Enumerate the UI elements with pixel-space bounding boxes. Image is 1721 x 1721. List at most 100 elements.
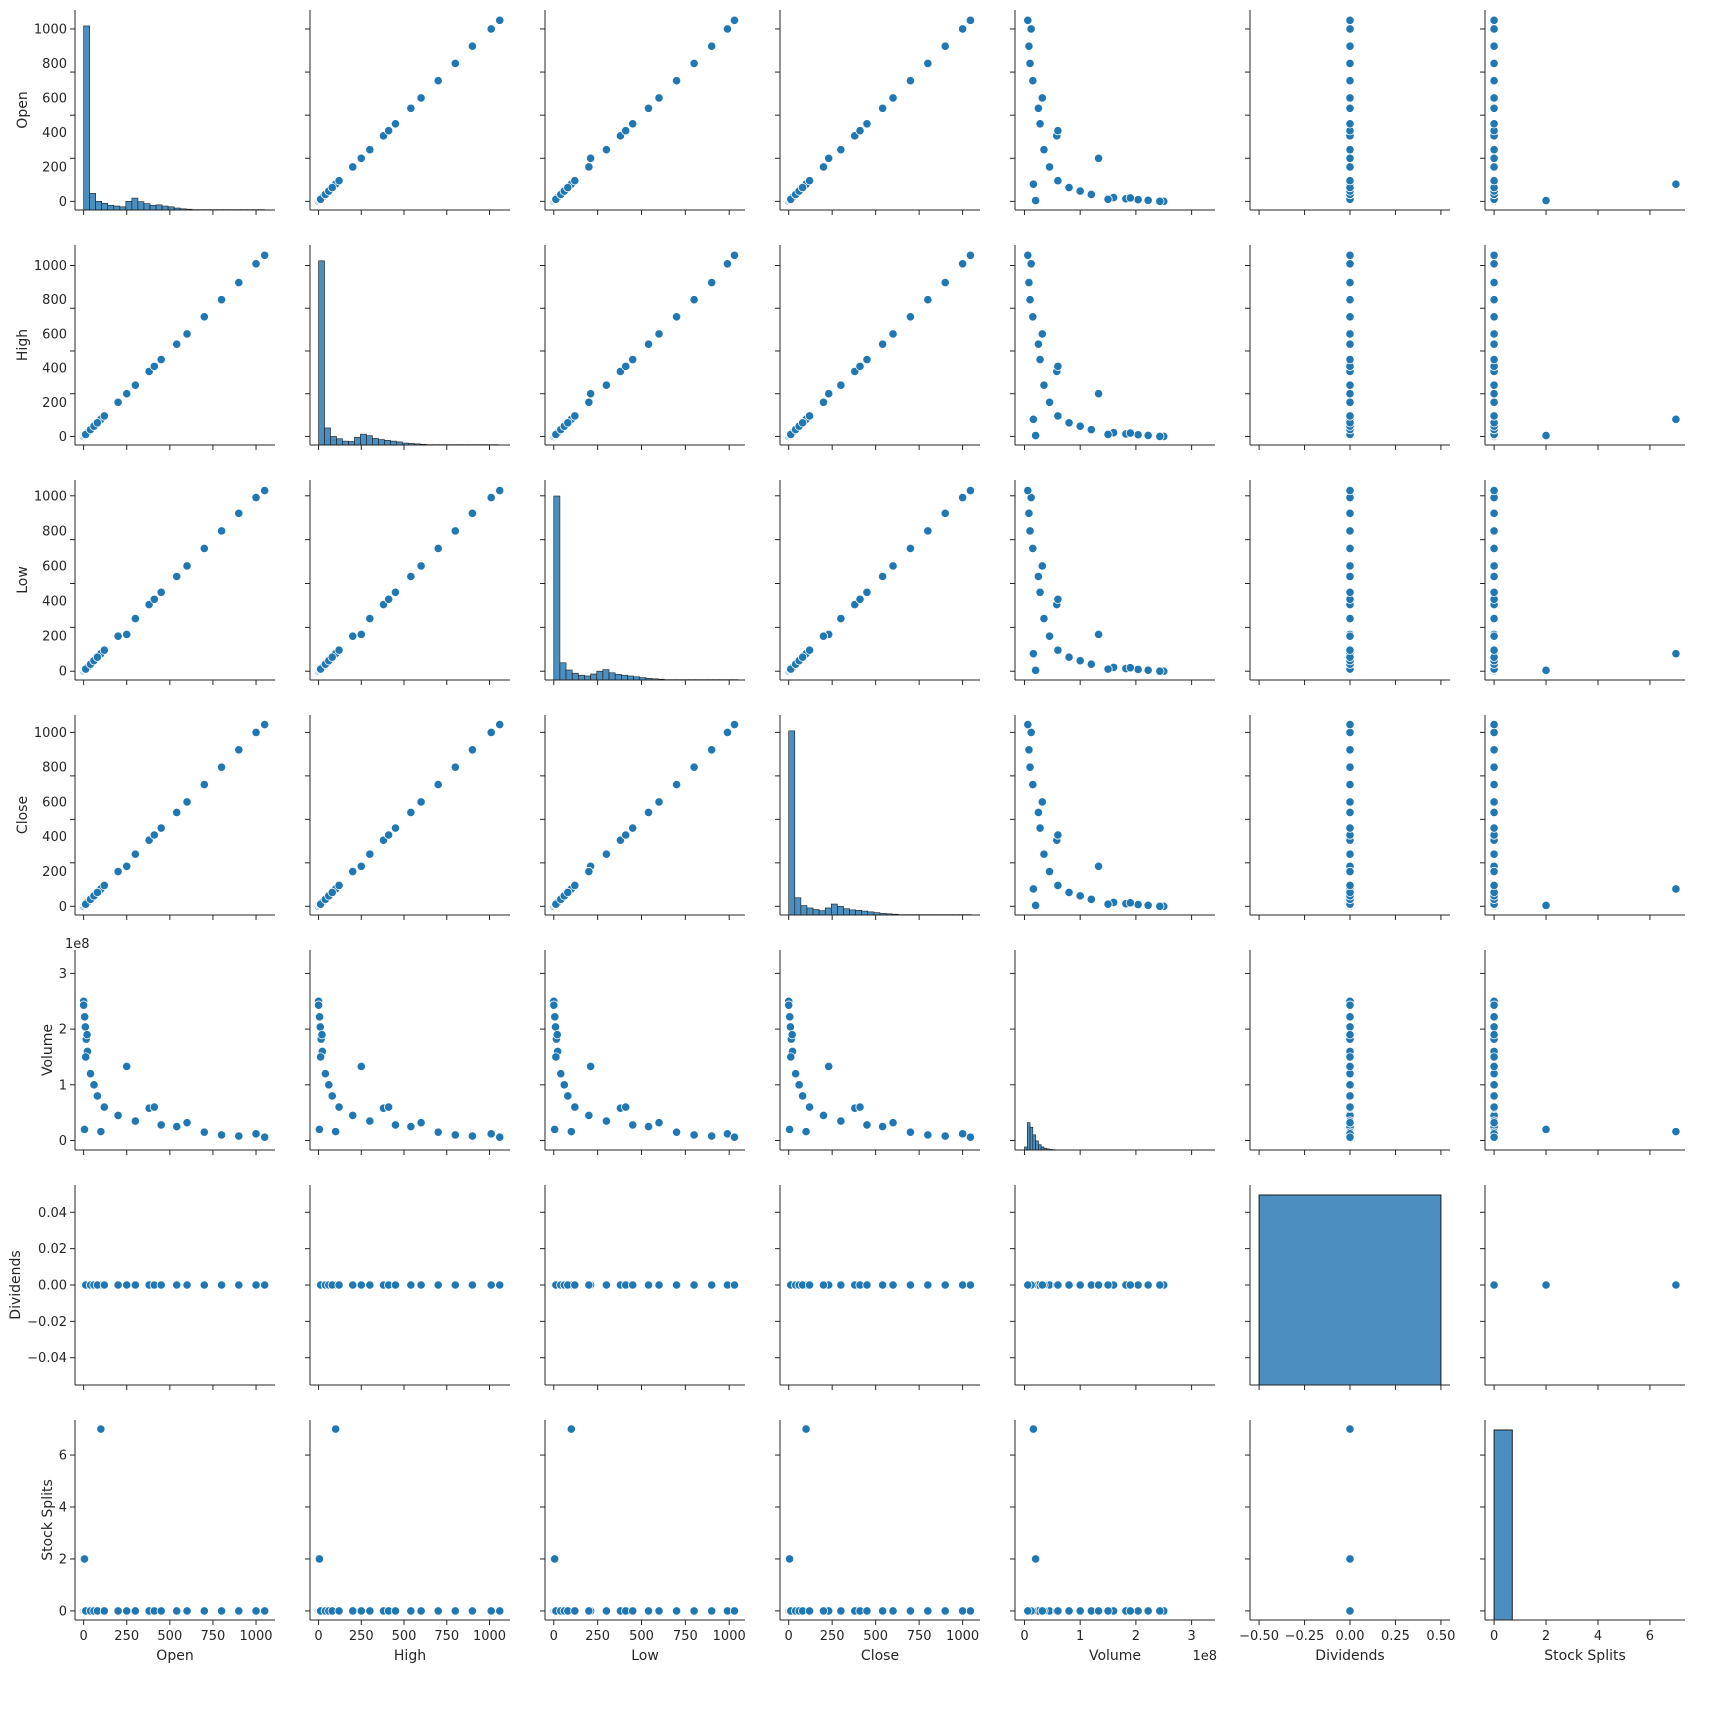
scatter-point <box>251 1606 261 1616</box>
scatter-point <box>836 613 846 624</box>
histogram-bar <box>837 906 844 916</box>
scatter-point <box>1489 762 1499 772</box>
scatter-point <box>348 1110 358 1121</box>
histogram-bar <box>621 674 628 681</box>
scatter-point <box>824 1061 834 1072</box>
histogram-bar <box>849 909 856 916</box>
scatter-point <box>824 389 834 399</box>
scatter-points <box>1023 15 1169 206</box>
scatter-point <box>1037 561 1047 571</box>
scatter-point <box>1489 1091 1499 1101</box>
histogram-bar <box>861 910 869 916</box>
y-axis-label: Close <box>15 796 31 834</box>
histogram-bar <box>83 25 90 211</box>
scatter-point <box>584 1280 594 1290</box>
scatter-point <box>729 250 740 260</box>
x-axis-label: Low <box>631 1648 659 1664</box>
scatter-point <box>406 1122 416 1132</box>
scatter-point <box>862 119 872 129</box>
scatter-point <box>1037 93 1047 103</box>
scatter-point <box>334 176 344 186</box>
x-tick-label: 250 <box>585 1629 610 1644</box>
scatter-point <box>334 1606 344 1616</box>
scatter-point <box>958 1280 968 1290</box>
scatter-point <box>1489 354 1499 365</box>
scatter-point <box>791 1069 801 1079</box>
x-tick-label: 2 <box>1542 1629 1550 1644</box>
scatter-point <box>940 1131 950 1141</box>
x-tick-label: 0 <box>1020 1629 1028 1644</box>
scatter-point <box>1155 431 1165 442</box>
scatter-point <box>334 645 344 655</box>
y-tick-label: 200 <box>42 630 67 645</box>
scatter-point <box>798 652 808 662</box>
scatter-point <box>130 849 140 859</box>
scatter-point <box>1489 587 1499 597</box>
scatter-point <box>356 1280 366 1290</box>
scatter-point <box>1489 1061 1499 1072</box>
scatter-point <box>365 1280 375 1290</box>
scatter-points <box>784 250 976 442</box>
scatter-point <box>156 587 166 597</box>
scatter-point <box>1345 1132 1355 1142</box>
scatter-point <box>92 887 103 897</box>
scatter-point <box>1345 1000 1355 1010</box>
scatter-point <box>643 103 654 113</box>
scatter-point <box>1075 186 1085 196</box>
scatter-point <box>172 1280 182 1290</box>
scatter-point <box>1345 329 1355 339</box>
scatter-point <box>1133 664 1143 675</box>
scatter-point <box>384 1102 394 1112</box>
scatter-point <box>804 411 815 421</box>
scatter-point <box>1064 418 1074 428</box>
scatter-point <box>1103 194 1113 204</box>
y-tick-label: 600 <box>42 559 67 574</box>
x-tick-label: 1 <box>1076 1629 1084 1644</box>
scatter-point <box>199 1127 209 1137</box>
histogram-bar <box>565 669 573 681</box>
scatter-points <box>1345 485 1355 676</box>
scatter-point <box>729 719 740 730</box>
scatter-point <box>156 1120 166 1130</box>
scatter-point <box>1024 508 1034 518</box>
scatter-point <box>1155 1606 1165 1616</box>
scatter-point <box>324 1080 334 1090</box>
scatter-point <box>1025 295 1035 305</box>
scatter-point <box>818 1110 829 1121</box>
scatter-point <box>643 339 654 349</box>
scatter-point <box>643 807 654 817</box>
scatter-point <box>1345 1080 1355 1090</box>
scatter-points <box>1489 485 1681 676</box>
scatter-point <box>96 1127 106 1137</box>
scatter-point <box>1345 762 1355 772</box>
scatter-point <box>570 880 580 891</box>
scatter-point <box>722 727 733 737</box>
scatter-point <box>801 1127 811 1137</box>
scatter-point <box>172 807 182 817</box>
histogram-bar <box>571 672 579 681</box>
scatter-points <box>79 485 270 676</box>
scatter-point <box>1489 329 1499 339</box>
scatter-point <box>1026 727 1036 737</box>
scatter-point <box>563 887 573 897</box>
scatter-point <box>182 1606 192 1616</box>
scatter-point <box>1489 571 1499 582</box>
scatter-point <box>1489 162 1499 172</box>
scatter-point <box>1489 1118 1499 1128</box>
scatter-point <box>1023 15 1033 25</box>
scatter-point <box>1345 797 1355 807</box>
scatter-point <box>1489 797 1499 807</box>
scatter-point <box>785 1022 796 1032</box>
scatter-point <box>643 1122 654 1132</box>
scatter-point <box>1125 428 1135 438</box>
scatter-point <box>1345 571 1355 582</box>
scatter-point <box>878 571 888 582</box>
scatter-point <box>1133 195 1143 205</box>
scatter-point <box>156 354 166 365</box>
scatter-point <box>1345 1052 1355 1062</box>
scatter-point <box>1031 665 1041 675</box>
histogram-bar <box>602 669 610 681</box>
scatter-point <box>689 58 699 69</box>
scatter-point <box>958 1606 968 1616</box>
scatter-point <box>1053 1606 1063 1616</box>
